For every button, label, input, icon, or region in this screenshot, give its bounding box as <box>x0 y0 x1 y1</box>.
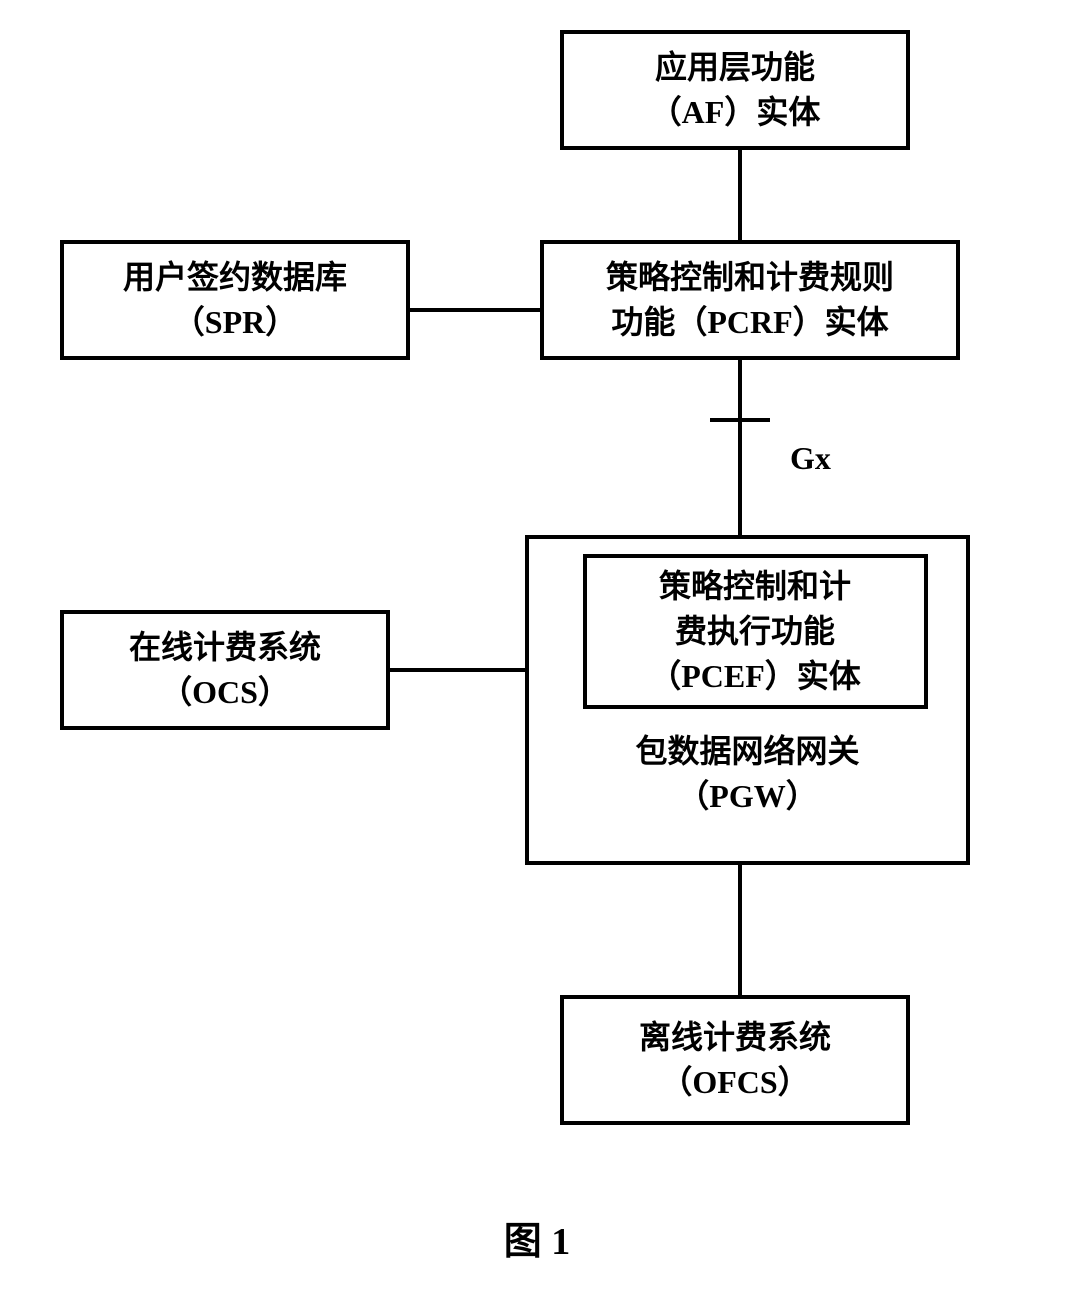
node-ocs-line2: （OCS） <box>160 670 290 715</box>
node-pgw: 策略控制和计 费执行功能 （PCEF）实体 包数据网络网关 （PGW） <box>525 535 970 865</box>
node-pcef: 策略控制和计 费执行功能 （PCEF）实体 <box>583 554 928 709</box>
node-pgw-label-line2: （PGW） <box>539 774 956 819</box>
node-pgw-label-line1: 包数据网络网关 <box>539 729 956 774</box>
node-ocs: 在线计费系统 （OCS） <box>60 610 390 730</box>
node-spr: 用户签约数据库 （SPR） <box>60 240 410 360</box>
node-af: 应用层功能 （AF）实体 <box>560 30 910 150</box>
node-ocs-line1: 在线计费系统 <box>129 625 321 670</box>
node-pcef-line1: 策略控制和计 <box>659 564 851 609</box>
node-pcrf: 策略控制和计费规则 功能（PCRF）实体 <box>540 240 960 360</box>
node-pcrf-line2: 功能（PCRF）实体 <box>611 300 888 345</box>
node-af-line2: （AF）实体 <box>650 90 821 135</box>
edge-label-gx: Gx <box>790 440 831 477</box>
node-pcef-line2: 费执行功能 <box>675 609 835 654</box>
node-ofcs: 离线计费系统 （OFCS） <box>560 995 910 1125</box>
figure-label: 图 1 <box>0 1210 1074 1265</box>
node-af-line1: 应用层功能 <box>655 45 815 90</box>
diagram-container: 应用层功能 （AF）实体 用户签约数据库 （SPR） 策略控制和计费规则 功能（… <box>0 0 1074 1295</box>
node-pcef-line3: （PCEF）实体 <box>649 654 861 699</box>
node-spr-line1: 用户签约数据库 <box>123 255 347 300</box>
node-ofcs-line2: （OFCS） <box>660 1060 809 1105</box>
node-pgw-label: 包数据网络网关 （PGW） <box>539 729 956 819</box>
node-ofcs-line1: 离线计费系统 <box>639 1015 831 1060</box>
node-pcrf-line1: 策略控制和计费规则 <box>606 255 894 300</box>
node-spr-line2: （SPR） <box>173 300 297 345</box>
